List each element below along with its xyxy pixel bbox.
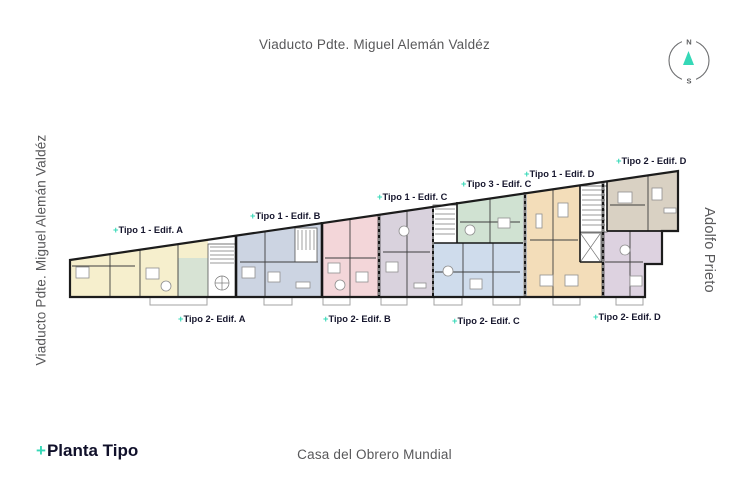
unit-tipo2-edif-d-top <box>607 171 678 231</box>
party-walls <box>234 181 678 297</box>
unit-tipo2-edif-a <box>178 258 212 297</box>
page-title-text: Planta Tipo <box>46 441 139 460</box>
stair-treads <box>210 189 605 291</box>
unit-label-tipo2-edif-d-top: +Tipo 2 - Edif. D <box>616 156 687 166</box>
unit-label-tipo2-edif-c: +Tipo 2- Edif. C <box>452 316 520 326</box>
unit-label-tipo1-edif-a: +Tipo 1 - Edif. A <box>113 225 183 235</box>
unit-label-tipo2-edif-b: +Tipo 2- Edif. B <box>323 314 391 324</box>
unit-tipo2-edif-b <box>322 215 379 297</box>
unit-label-tipo3-edif-c: +Tipo 3 - Edif. C <box>461 179 532 189</box>
compass-needle-icon <box>683 51 694 65</box>
building-outline <box>68 169 680 299</box>
unit-tipo2-edif-d-bottom <box>602 231 662 297</box>
unit-label-tipo1-edif-d: +Tipo 1 - Edif. D <box>524 169 595 179</box>
unit-tipo2-edif-c <box>433 243 523 297</box>
balconies <box>149 296 644 306</box>
compass-north-label: N <box>686 38 691 47</box>
compass: N S <box>668 35 710 86</box>
unit-label-tipo2-edif-d: +Tipo 2- Edif. D <box>593 312 661 322</box>
street-label-top: Viaducto Pdte. Miguel Alemán Valdéz <box>259 37 490 52</box>
unit-labels: +Tipo 1 - Edif. A +Tipo 1 - Edif. B +Tipo … <box>113 156 687 326</box>
compass-south-label: S <box>686 77 691 86</box>
unit-label-tipo2-edif-a: +Tipo 2- Edif. A <box>178 314 246 324</box>
unit-label-tipo1-edif-c: +Tipo 1 - Edif. C <box>377 192 448 202</box>
page-title: +Planta Tipo <box>36 441 138 461</box>
unit-label-tipo1-edif-b: +Tipo 1 - Edif. B <box>250 211 321 221</box>
furniture <box>75 187 677 292</box>
plus-glyph: + <box>36 441 46 460</box>
unit-tipo1-edif-d <box>527 185 602 297</box>
street-label-bottom: Casa del Obrero Mundial <box>297 447 452 462</box>
apartment-units <box>70 171 678 297</box>
unit-tipo1-edif-a <box>70 240 208 297</box>
